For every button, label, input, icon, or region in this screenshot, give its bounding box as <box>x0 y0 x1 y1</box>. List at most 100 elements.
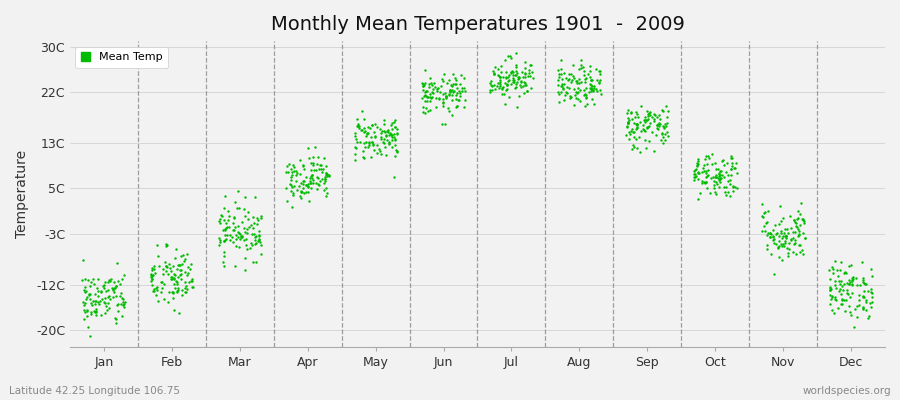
Point <box>348 145 363 151</box>
Point <box>79 294 94 301</box>
Point <box>760 232 774 239</box>
Point <box>842 262 856 269</box>
Point <box>482 80 497 86</box>
Point <box>184 284 199 290</box>
Point <box>251 236 266 243</box>
Point <box>233 231 248 238</box>
Point <box>778 232 793 239</box>
Point <box>562 76 576 82</box>
Point <box>621 107 635 113</box>
Point <box>698 169 713 176</box>
Point <box>244 240 258 246</box>
Point <box>359 130 374 136</box>
Point <box>712 170 726 176</box>
Point <box>245 242 259 248</box>
Point <box>167 307 182 313</box>
Point <box>861 315 876 322</box>
Point <box>219 225 233 232</box>
Point <box>792 222 806 228</box>
Point <box>691 156 706 163</box>
Point <box>368 133 382 140</box>
Point <box>842 302 856 309</box>
Point <box>306 177 320 183</box>
Point <box>572 96 586 102</box>
Point <box>706 161 720 167</box>
Point <box>829 267 843 273</box>
Point <box>856 306 870 312</box>
Point <box>86 276 101 282</box>
Point <box>216 205 230 212</box>
Point <box>766 227 780 234</box>
Point <box>351 123 365 130</box>
Point <box>453 90 467 96</box>
Point <box>697 179 711 186</box>
Point <box>241 224 256 231</box>
Point <box>357 144 372 150</box>
Point <box>641 110 655 117</box>
Point <box>518 80 532 86</box>
Point <box>773 218 788 224</box>
Point <box>356 115 371 122</box>
Point <box>226 226 240 233</box>
Point <box>795 216 809 222</box>
Point <box>297 178 311 184</box>
Point <box>496 74 510 80</box>
Point <box>783 212 797 219</box>
Point <box>484 87 499 93</box>
Point <box>554 66 568 72</box>
Point <box>82 292 96 298</box>
Point <box>233 236 248 242</box>
Point <box>832 278 846 284</box>
Point <box>154 289 168 295</box>
Point <box>710 181 724 188</box>
Point <box>828 294 842 300</box>
Point <box>240 246 255 253</box>
Point <box>688 166 703 172</box>
Point <box>725 183 740 190</box>
Point <box>592 77 607 84</box>
Point <box>724 153 739 159</box>
Point <box>117 304 131 310</box>
Point <box>833 291 848 297</box>
Point <box>554 89 568 95</box>
Point <box>516 74 530 80</box>
Point <box>146 288 160 294</box>
Point <box>860 288 875 295</box>
Point <box>508 72 522 78</box>
Point <box>421 108 436 114</box>
Point <box>212 237 227 244</box>
Point <box>116 302 130 308</box>
Point <box>661 132 675 139</box>
Point <box>556 86 571 92</box>
Point <box>590 77 604 83</box>
Point <box>699 153 714 159</box>
Point <box>621 115 635 121</box>
Point <box>388 142 402 148</box>
Point <box>788 229 802 235</box>
Point <box>832 280 847 287</box>
Point <box>730 170 744 176</box>
Point <box>831 305 845 311</box>
Point <box>97 282 112 288</box>
Point <box>85 300 99 306</box>
Point <box>630 145 644 152</box>
Point <box>84 308 98 315</box>
Point <box>562 71 576 78</box>
Point <box>708 172 723 179</box>
Point <box>766 237 780 244</box>
Point <box>182 279 196 286</box>
Point <box>772 232 787 239</box>
Point <box>173 262 187 268</box>
Point <box>285 184 300 190</box>
Point <box>144 272 158 278</box>
Point <box>316 166 330 172</box>
Point <box>88 306 103 313</box>
Point <box>442 91 456 97</box>
Point <box>796 218 811 224</box>
Point <box>625 126 639 132</box>
Point <box>787 234 801 241</box>
Point <box>699 178 714 185</box>
Point <box>658 120 672 127</box>
Point <box>775 256 789 263</box>
Point <box>563 71 578 77</box>
